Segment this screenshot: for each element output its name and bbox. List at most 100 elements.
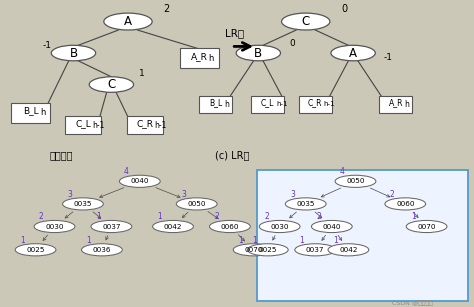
Text: h: h	[224, 100, 229, 109]
FancyBboxPatch shape	[65, 116, 101, 134]
Text: 0036: 0036	[92, 247, 111, 253]
Text: 2: 2	[214, 212, 219, 221]
Circle shape	[51, 45, 96, 61]
Text: 0060: 0060	[396, 201, 415, 207]
FancyBboxPatch shape	[180, 48, 219, 68]
Text: h: h	[404, 100, 409, 109]
Text: 0040: 0040	[130, 178, 149, 184]
Text: C: C	[301, 15, 310, 28]
Text: 0037: 0037	[102, 223, 121, 230]
Circle shape	[210, 220, 250, 233]
Text: 2: 2	[264, 212, 269, 221]
Circle shape	[406, 220, 447, 233]
FancyBboxPatch shape	[199, 96, 232, 113]
Circle shape	[91, 220, 132, 233]
Circle shape	[34, 220, 75, 233]
Text: 0070: 0070	[244, 247, 263, 253]
Circle shape	[335, 175, 376, 187]
Circle shape	[15, 244, 56, 256]
Circle shape	[285, 198, 326, 210]
Text: h: h	[209, 53, 214, 63]
Circle shape	[282, 13, 330, 30]
Text: 3: 3	[67, 190, 72, 199]
Text: 3: 3	[181, 190, 186, 199]
Text: h: h	[40, 108, 46, 117]
Text: 1: 1	[252, 236, 257, 245]
Circle shape	[89, 77, 134, 92]
Text: h-1: h-1	[324, 101, 335, 107]
Circle shape	[385, 198, 426, 210]
Text: (c) LR型: (c) LR型	[215, 150, 249, 160]
FancyBboxPatch shape	[127, 116, 163, 134]
Text: 1: 1	[86, 236, 91, 245]
Text: 1: 1	[139, 69, 145, 78]
Text: C_L: C_L	[75, 119, 91, 128]
Text: 2: 2	[316, 212, 321, 221]
Text: C: C	[107, 78, 116, 91]
Text: -1: -1	[43, 41, 52, 50]
Text: 4: 4	[340, 167, 345, 176]
Text: 1: 1	[300, 236, 304, 245]
Text: 0: 0	[289, 39, 295, 49]
FancyBboxPatch shape	[11, 103, 50, 123]
Text: 0060: 0060	[220, 223, 239, 230]
FancyBboxPatch shape	[379, 96, 412, 113]
Text: 2: 2	[390, 190, 394, 199]
Circle shape	[233, 244, 274, 256]
Text: 0042: 0042	[164, 223, 182, 230]
Circle shape	[331, 45, 375, 61]
Circle shape	[176, 198, 217, 210]
Text: B: B	[69, 47, 78, 60]
Circle shape	[259, 220, 300, 233]
Text: 1: 1	[411, 212, 416, 221]
Text: 1: 1	[333, 236, 337, 245]
Circle shape	[328, 244, 369, 256]
Text: 0030: 0030	[45, 223, 64, 230]
Text: 1: 1	[20, 236, 25, 245]
Text: 0070: 0070	[417, 223, 436, 230]
Text: h-1: h-1	[276, 101, 288, 107]
Text: 0037: 0037	[306, 247, 325, 253]
Text: 1: 1	[238, 236, 243, 245]
Text: 0025: 0025	[26, 247, 45, 253]
Text: -1: -1	[384, 53, 393, 62]
Text: h-1: h-1	[154, 121, 166, 130]
Circle shape	[295, 244, 336, 256]
Text: 1: 1	[157, 212, 162, 221]
Text: 0030: 0030	[270, 223, 289, 230]
Text: B: B	[254, 47, 263, 60]
Text: 4: 4	[124, 167, 129, 176]
FancyBboxPatch shape	[257, 170, 468, 301]
Text: 3: 3	[290, 190, 295, 199]
Circle shape	[104, 13, 152, 30]
Text: C_R: C_R	[308, 98, 322, 107]
Text: 2: 2	[39, 212, 44, 221]
Text: 0025: 0025	[258, 247, 277, 253]
Text: C_R: C_R	[136, 119, 153, 128]
Text: 1: 1	[96, 212, 100, 221]
Text: A_R: A_R	[191, 52, 208, 61]
Text: 插入结点: 插入结点	[50, 150, 73, 160]
Circle shape	[153, 220, 193, 233]
Text: A: A	[124, 15, 132, 28]
Text: C_L: C_L	[261, 98, 274, 107]
FancyBboxPatch shape	[299, 96, 332, 113]
Text: B_L: B_L	[209, 98, 222, 107]
Text: LR型: LR型	[225, 28, 244, 38]
Circle shape	[63, 198, 103, 210]
Text: 0035: 0035	[296, 201, 315, 207]
Text: A_R: A_R	[389, 98, 403, 107]
Text: 0: 0	[341, 4, 347, 14]
Text: A: A	[349, 47, 357, 60]
Circle shape	[119, 175, 160, 187]
Text: h-1: h-1	[92, 121, 105, 130]
FancyBboxPatch shape	[251, 96, 284, 113]
Circle shape	[247, 244, 288, 256]
Text: 0042: 0042	[339, 247, 358, 253]
Text: 0050: 0050	[346, 178, 365, 184]
Text: 2: 2	[164, 4, 170, 14]
Circle shape	[236, 45, 281, 61]
Circle shape	[82, 244, 122, 256]
Circle shape	[311, 220, 352, 233]
Text: 0035: 0035	[73, 201, 92, 207]
